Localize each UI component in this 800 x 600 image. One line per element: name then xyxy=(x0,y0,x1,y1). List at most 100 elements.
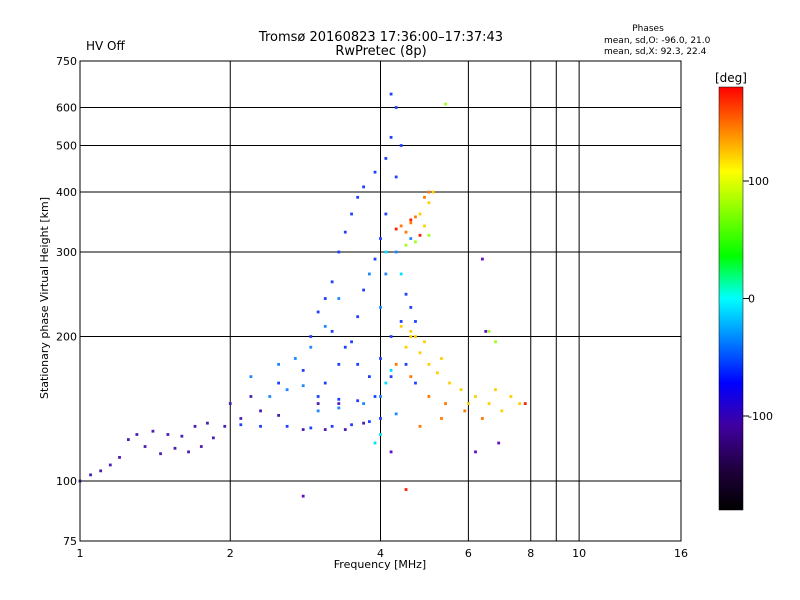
scatter-point xyxy=(384,272,388,276)
scatter-point xyxy=(259,424,262,428)
scatter-point xyxy=(409,335,413,338)
y-axis-label: Stationary phase Virtual Height [km] xyxy=(38,197,51,399)
phases-o-stats: mean, sd,O: -96.0, 21.0 xyxy=(604,36,711,46)
plot-frame xyxy=(79,60,682,542)
scatter-point xyxy=(223,424,227,428)
scatter-point xyxy=(330,280,334,284)
scatter-point xyxy=(409,218,413,222)
scatter-point xyxy=(427,190,431,194)
scatter-point xyxy=(404,362,408,366)
scatter-point xyxy=(404,243,408,247)
x-tick-label: 16 xyxy=(674,547,688,560)
scatter-point xyxy=(367,272,371,276)
scatter-point xyxy=(487,402,491,405)
scatter-point xyxy=(394,175,398,179)
scatter-point xyxy=(337,362,341,366)
grid-lines xyxy=(80,61,681,541)
y-tick-label: 200 xyxy=(56,331,77,344)
scatter-point xyxy=(466,402,470,405)
scatter-point xyxy=(323,297,327,300)
phases-title: Phases xyxy=(632,24,664,34)
x-tick-label: 1 xyxy=(77,547,84,560)
scatter-point xyxy=(427,395,431,398)
colorbar-tick-label: 0 xyxy=(748,293,755,306)
scatter-point xyxy=(487,329,491,333)
scatter-series xyxy=(404,102,497,344)
scatter-point xyxy=(440,417,443,420)
scatter-point xyxy=(337,402,341,405)
scatter-point xyxy=(414,320,417,323)
scatter-point xyxy=(362,421,366,425)
scatter-point xyxy=(277,414,281,417)
scatter-point xyxy=(435,371,439,375)
scatter-point xyxy=(414,335,417,338)
y-tick-label: 75 xyxy=(63,535,77,548)
colorbar xyxy=(719,87,743,510)
y-tick-label: 400 xyxy=(56,186,77,199)
chart-subtitle: RwPretec (8p) xyxy=(335,44,426,59)
scatter-series xyxy=(249,237,413,416)
x-axis-label: Frequency [MHz] xyxy=(334,558,426,571)
scatter-point xyxy=(285,388,289,392)
scatter-point xyxy=(143,445,147,448)
colorbar-tick-label: 100 xyxy=(748,175,769,188)
scatter-series xyxy=(394,218,527,491)
scatter-point xyxy=(399,272,403,276)
scatter-point xyxy=(379,395,382,398)
scatter-point xyxy=(337,297,341,300)
colorbar-label: [deg] xyxy=(715,71,747,85)
scatter-point xyxy=(301,369,305,372)
scatter-point xyxy=(316,402,320,405)
scatter-point xyxy=(239,423,243,427)
scatter-point xyxy=(389,335,393,338)
scatter-point xyxy=(367,420,371,423)
scatter-point xyxy=(187,450,190,454)
y-tick-label: 750 xyxy=(56,55,77,68)
scatter-point xyxy=(440,357,443,360)
scatter-point xyxy=(193,424,197,428)
scatter-point xyxy=(249,395,253,398)
scatter-point xyxy=(418,212,422,216)
scatter-point xyxy=(399,144,403,147)
colorbar-tick-label: -100 xyxy=(748,410,773,423)
scatter-point xyxy=(404,488,408,491)
y-tick-label: 300 xyxy=(56,246,77,259)
scatter-point xyxy=(373,257,377,261)
scatter-point xyxy=(423,195,426,199)
scatter-point xyxy=(389,375,393,379)
scatter-point xyxy=(301,428,305,431)
scatter-point xyxy=(394,106,398,109)
y-tick-label: 500 xyxy=(56,140,77,153)
scatter-point xyxy=(337,406,341,410)
scatter-point xyxy=(379,306,382,309)
scatter-series xyxy=(301,257,501,498)
scatter-point xyxy=(367,375,371,379)
scatter-point xyxy=(99,469,103,473)
scatter-point xyxy=(379,433,382,436)
scatter-point xyxy=(301,494,305,498)
scatter-point xyxy=(414,240,417,244)
scatter-point xyxy=(444,102,447,106)
x-tick-label: 6 xyxy=(465,547,472,560)
scatter-point xyxy=(409,329,413,333)
scatter-point xyxy=(337,250,341,254)
scatter-point xyxy=(404,230,408,234)
scatter-point xyxy=(379,417,382,420)
scatter-point xyxy=(384,250,388,254)
scatter-point xyxy=(309,345,313,349)
scatter-point xyxy=(409,221,413,225)
scatter-point xyxy=(394,362,398,366)
scatter-point xyxy=(384,212,388,216)
scatter-point xyxy=(384,157,388,160)
scatter-point xyxy=(494,340,497,344)
scatter-point xyxy=(330,329,334,333)
scatter-point xyxy=(523,402,527,405)
scatter-point xyxy=(373,395,377,398)
x-tick-label: 10 xyxy=(572,547,586,560)
scatter-point xyxy=(463,409,467,413)
scatter-point xyxy=(356,362,360,366)
scatter-point xyxy=(166,433,170,436)
scatter-series xyxy=(399,190,522,413)
